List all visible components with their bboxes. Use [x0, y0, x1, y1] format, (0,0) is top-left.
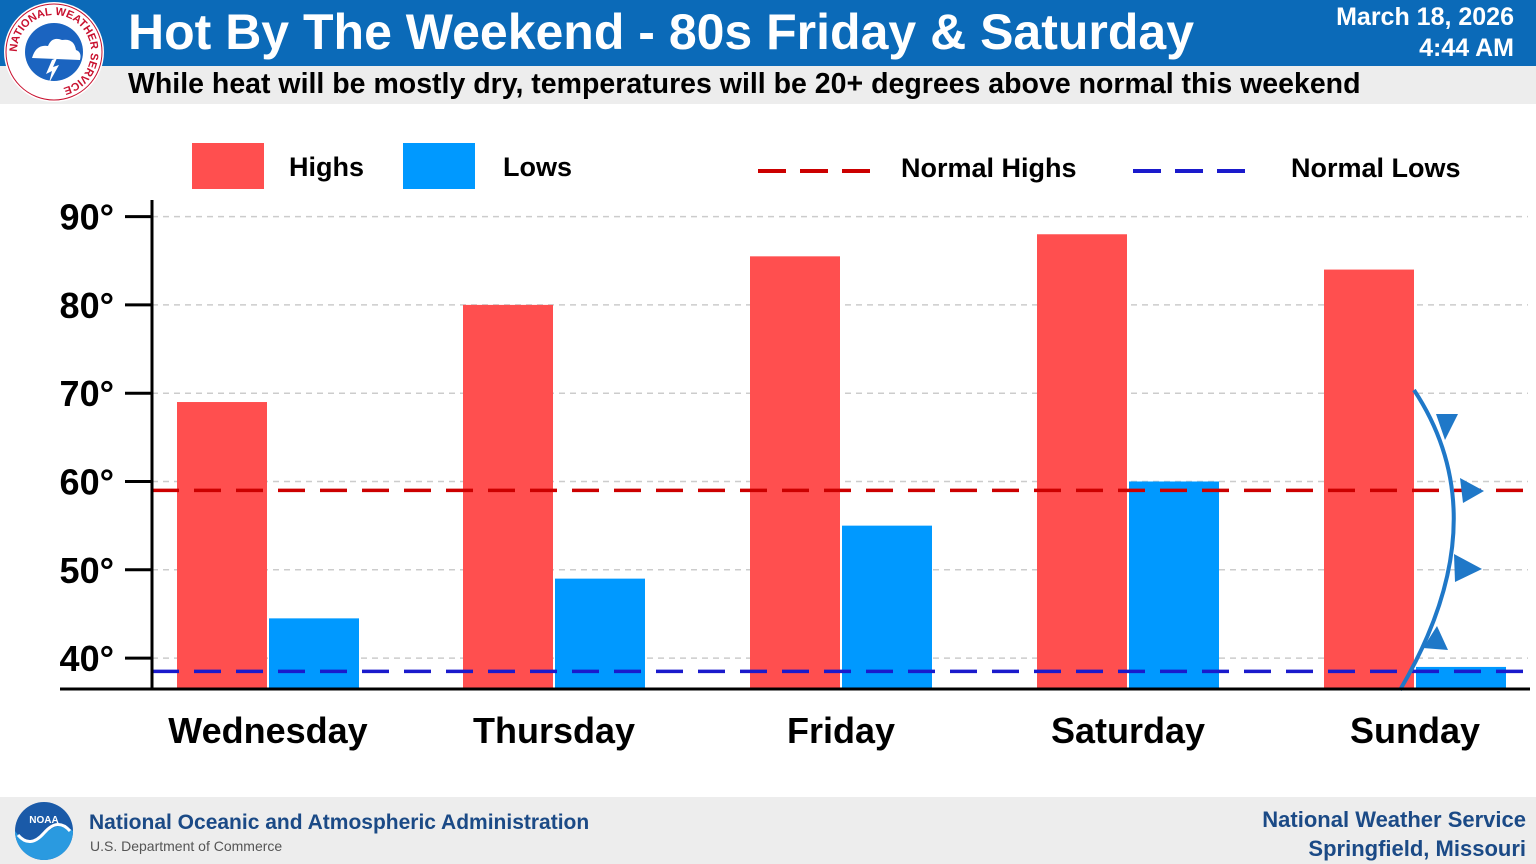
bar-high-saturday [1037, 234, 1127, 689]
reference-lines [152, 488, 1528, 674]
footer: NOAA National Oceanic and Atmospheric Ad… [0, 797, 1536, 864]
legend-normal-highs-label: Normal Highs [901, 153, 1077, 183]
y-tick-label: 80° [60, 285, 114, 326]
bar-high-friday [750, 256, 840, 689]
bars [177, 234, 1506, 689]
noaa-logo-text: NOAA [29, 815, 58, 826]
issued-time: 4:44 AM [1419, 34, 1514, 62]
x-tick-label: Friday [787, 710, 895, 751]
cold-front-triangle [1454, 554, 1482, 582]
x-tick-labels: Wednesday Thursday Friday Saturday Sunday [168, 710, 1480, 751]
cold-front-triangle [1436, 414, 1458, 440]
temperature-chart: Highs Lows Normal Highs Normal Lows 40° 5… [60, 143, 1530, 751]
noaa-logo-icon: NOAA [15, 802, 73, 860]
x-tick-label: Sunday [1350, 710, 1480, 751]
cold-front-triangle [1460, 478, 1484, 503]
legend-lows-swatch [403, 143, 475, 189]
y-tick-labels: 40° 50° 60° 70° 80° 90° [60, 197, 114, 679]
agency-name: National Oceanic and Atmospheric Adminis… [89, 811, 590, 834]
legend-normal-lows-label: Normal Lows [1291, 153, 1461, 183]
header: NATIONAL WEATHER SERVICE Hot By The Week… [0, 0, 1536, 104]
y-tick-label: 70° [60, 373, 114, 414]
y-tick-label: 40° [60, 638, 114, 679]
bar-high-sunday [1324, 269, 1414, 689]
cold-front-triangle [1423, 626, 1448, 650]
issued-datetime: March 18, 2026 4:44 AM [1336, 2, 1514, 64]
bar-high-thursday [463, 304, 553, 689]
office-name: National Weather Service Springfield, Mi… [1262, 805, 1526, 863]
x-tick-label: Wednesday [168, 710, 367, 751]
nws-logo-icon: NATIONAL WEATHER SERVICE [4, 2, 104, 102]
y-tick-label: 90° [60, 197, 114, 238]
y-tick-label: 50° [60, 550, 114, 591]
y-tick-label: 60° [60, 461, 114, 502]
bar-low-friday [842, 525, 932, 689]
office-line-2: Springfield, Missouri [1308, 836, 1526, 861]
x-tick-label: Saturday [1051, 710, 1205, 751]
page-subtitle: While heat will be mostly dry, temperatu… [128, 68, 1361, 100]
legend-lows-label: Lows [503, 152, 572, 182]
bar-high-wednesday [177, 402, 267, 689]
issued-date: March 18, 2026 [1336, 3, 1514, 31]
bar-low-saturday [1129, 481, 1219, 689]
office-line-1: National Weather Service [1262, 807, 1526, 832]
page-title: Hot By The Weekend - 80s Friday & Saturd… [128, 4, 1195, 60]
legend-highs-swatch [192, 143, 264, 189]
axes [60, 200, 1530, 691]
x-tick-label: Thursday [473, 710, 635, 751]
department-name: U.S. Department of Commerce [90, 838, 283, 854]
legend-highs-label: Highs [289, 152, 364, 182]
bar-low-wednesday [269, 618, 359, 689]
cold-front-line [1398, 388, 1456, 692]
chart-legend: Highs Lows Normal Highs Normal Lows [192, 143, 1461, 189]
cold-front-icon [1398, 388, 1484, 692]
header-band [0, 0, 1536, 66]
